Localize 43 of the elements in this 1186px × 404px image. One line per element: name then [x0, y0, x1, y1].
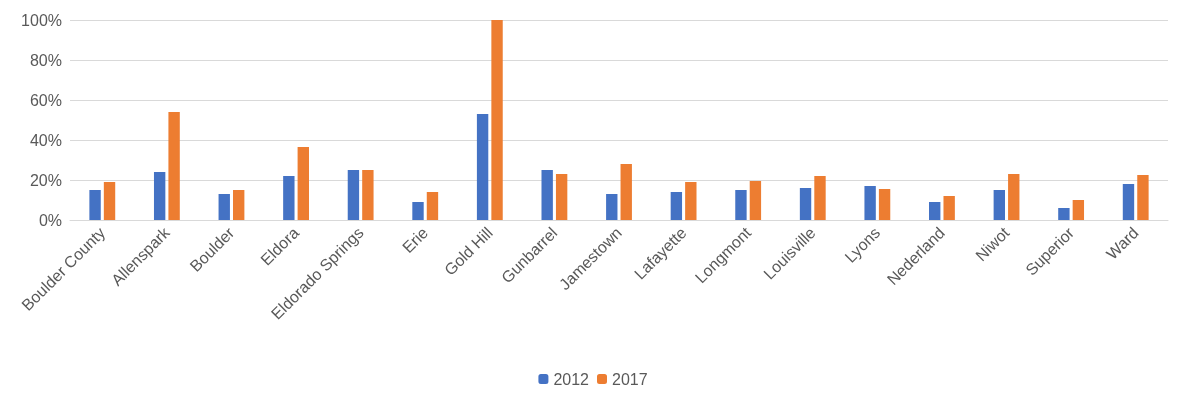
bar	[297, 147, 309, 220]
bar	[735, 190, 747, 220]
bar	[218, 194, 230, 220]
bar	[1137, 175, 1149, 220]
y-tick-label: 80%	[29, 51, 62, 69]
bar	[347, 170, 360, 220]
bar	[1008, 174, 1020, 220]
bar	[943, 196, 955, 220]
bar	[685, 182, 697, 220]
bar	[670, 192, 683, 220]
bar	[929, 202, 941, 220]
bar	[233, 190, 245, 220]
bar	[89, 190, 101, 220]
bar	[103, 182, 116, 220]
bar	[1122, 184, 1135, 220]
bar	[283, 176, 295, 220]
bar	[1072, 200, 1085, 220]
legend-label: 2017	[612, 370, 648, 388]
bar	[993, 190, 1005, 220]
bar	[426, 192, 439, 220]
bar	[541, 170, 553, 220]
bar	[620, 164, 632, 220]
bar	[555, 174, 568, 220]
bar	[814, 176, 826, 220]
bar	[864, 186, 876, 220]
bar	[799, 188, 812, 220]
bar	[362, 170, 374, 220]
bar	[749, 181, 762, 220]
bar	[412, 202, 424, 220]
y-tick-label: 100%	[21, 11, 62, 29]
bar	[153, 172, 166, 220]
bar	[476, 114, 489, 220]
y-tick-label: 40%	[29, 131, 62, 149]
legend-label: 2012	[553, 370, 590, 388]
y-tick-label: 20%	[29, 171, 62, 189]
bar	[1058, 208, 1070, 220]
bar	[606, 194, 618, 220]
bar	[168, 112, 180, 220]
bar	[491, 20, 503, 220]
bar	[878, 189, 891, 220]
x-tick-label: Erie	[399, 223, 432, 257]
y-tick-label: 60%	[29, 91, 62, 109]
y-tick-label: 0%	[38, 211, 62, 229]
